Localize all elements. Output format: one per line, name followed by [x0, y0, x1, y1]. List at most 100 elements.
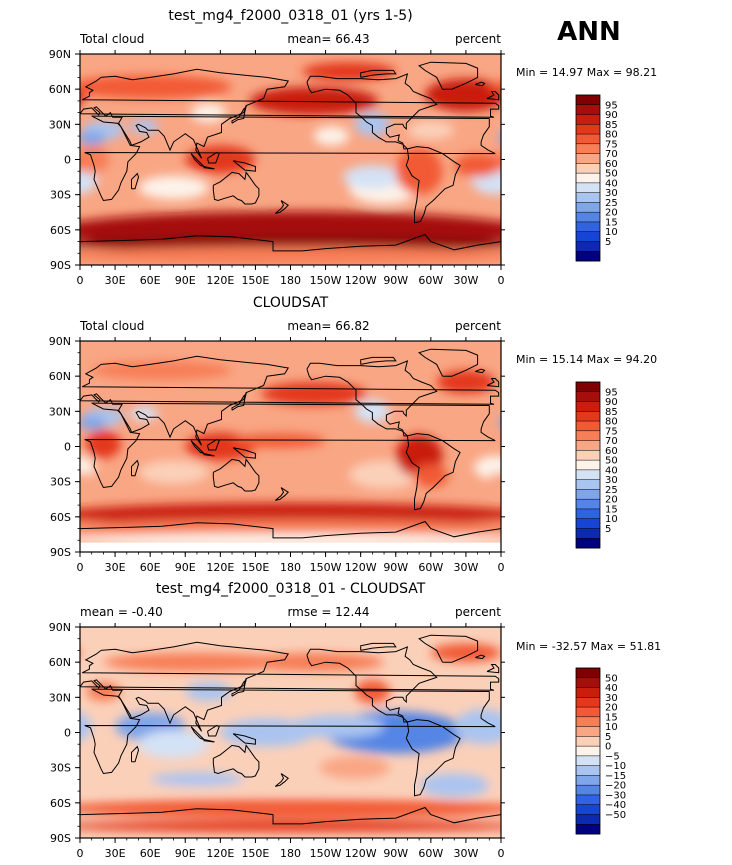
- coastline: [190, 726, 205, 740]
- coastline: [80, 520, 501, 539]
- x-tick-label: 30W: [453, 847, 478, 860]
- coastline: [231, 678, 248, 697]
- colorbar-label: 80: [605, 130, 618, 141]
- y-tick-label: 30N: [49, 405, 71, 418]
- panels: test_mg4_f2000_0318_01 (yrs 1-5) Total cl…: [0, 8, 732, 860]
- field-region: [185, 682, 233, 701]
- colorbar-label: −30: [605, 790, 626, 801]
- field-region: [551, 407, 579, 421]
- x-tick-label: 90W: [383, 561, 408, 574]
- colorbar-swatch: [576, 746, 600, 757]
- field-region: [503, 121, 545, 140]
- colorbar-swatch: [576, 124, 600, 135]
- field-region: [477, 823, 501, 829]
- colorbar-swatch: [576, 499, 600, 510]
- coastline: [203, 453, 215, 457]
- panel-title: test_mg4_f2000_0318_01 - CLOUDSAT: [156, 581, 426, 597]
- coastline: [80, 233, 501, 252]
- x-tick-label: 120W: [345, 847, 377, 860]
- x-tick-label: 120W: [345, 561, 377, 574]
- field-region: [723, 349, 732, 368]
- x-tick-label: 0: [498, 561, 505, 574]
- coastline: [232, 447, 256, 459]
- colorbar-swatch: [576, 460, 600, 471]
- colorbar-swatch: [576, 707, 600, 718]
- y-tick-label: 60S: [50, 797, 71, 810]
- coastline: [207, 724, 220, 737]
- field-region: [80, 75, 233, 99]
- field-region: [80, 820, 501, 833]
- field-region: [551, 120, 579, 134]
- x-tick-label: 60W: [418, 274, 443, 287]
- coastline: [418, 634, 479, 663]
- colorbar-label: 50: [605, 456, 618, 467]
- field-region: [489, 80, 501, 93]
- coastline: [405, 146, 461, 224]
- coastline: [486, 664, 500, 674]
- colorbar-swatch: [576, 489, 600, 500]
- field-region: [665, 653, 732, 672]
- colorbar-swatch: [576, 450, 600, 461]
- field-region: [130, 406, 159, 421]
- y-tick-label: 90N: [49, 335, 71, 348]
- coastline: [274, 773, 289, 787]
- colorbar-swatch: [576, 163, 600, 174]
- colorbar-swatch: [576, 104, 600, 115]
- x-tick-label: 0: [77, 847, 84, 860]
- field-region: [138, 730, 209, 759]
- field-region: [80, 472, 95, 492]
- field-region: [319, 755, 390, 780]
- y-tick-label: 0: [64, 154, 71, 167]
- colorbar-label: 25: [605, 485, 618, 496]
- colorbar-label: 30: [605, 475, 618, 486]
- colorbar-label: 75: [605, 139, 618, 150]
- field-region: [138, 175, 209, 200]
- colorbar-label: 25: [605, 198, 618, 209]
- colorbar-label: 15: [605, 504, 618, 515]
- coastline: [475, 368, 486, 374]
- field-region: [243, 652, 385, 672]
- colorbar-swatch: [576, 143, 600, 154]
- field-region: [0, 121, 33, 140]
- colorbar-label: 85: [605, 407, 618, 418]
- field-region: [85, 682, 121, 701]
- colorbar-swatch: [576, 518, 600, 529]
- x-tick-label: 150E: [241, 274, 269, 287]
- colorbar-label: 0: [605, 742, 611, 753]
- x-tick-label: 150W: [310, 561, 342, 574]
- x-tick-label: 90E: [175, 561, 196, 574]
- left-label: Total cloud: [79, 319, 144, 333]
- coastline: [190, 153, 205, 167]
- colorbar-swatch: [576, 153, 600, 164]
- colorbar-frame: [575, 381, 601, 549]
- field-region: [85, 430, 121, 459]
- colorbar-swatch: [576, 430, 600, 441]
- colorbar-swatch: [576, 241, 600, 252]
- field-region: [477, 509, 501, 520]
- field-region: [313, 126, 349, 146]
- field-region: [682, 382, 732, 405]
- coastlines: [80, 61, 501, 252]
- coastline: [231, 105, 248, 124]
- colorbar-label: 40: [605, 178, 618, 189]
- field-region: [477, 537, 501, 544]
- colorbar-label: −15: [605, 771, 626, 782]
- field-region: [354, 679, 390, 704]
- colorbar-swatch: [576, 440, 600, 451]
- field-region: [498, 134, 501, 143]
- colorbar-label: −40: [605, 800, 626, 811]
- colorbar-swatch: [576, 221, 600, 233]
- field-region: [477, 221, 501, 238]
- colorbar-frame: [575, 667, 601, 835]
- field-region: [302, 349, 396, 368]
- colorbar-label: 20: [605, 495, 618, 506]
- colorbar-label: 50: [605, 169, 618, 180]
- x-tick-label: 60W: [418, 847, 443, 860]
- field-region: [80, 86, 86, 104]
- colorbar-swatch: [576, 716, 600, 727]
- y-tick-label: 60N: [49, 83, 71, 96]
- y-tick-label: 60S: [50, 224, 71, 237]
- x-tick-label: 150E: [241, 847, 269, 860]
- colorbar-swatch: [576, 202, 600, 213]
- min-max-label: Min = -32.57 Max = 51.81: [516, 640, 661, 653]
